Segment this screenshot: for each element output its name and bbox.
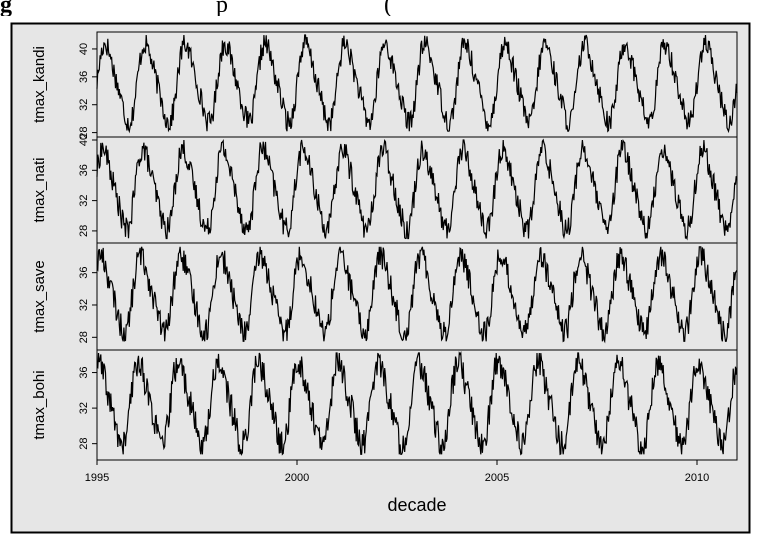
y-tick-label: 28	[78, 331, 90, 343]
x-axis-label: decade	[387, 495, 446, 515]
x-tick-label: 1995	[85, 472, 109, 484]
y-tick-label: 28	[78, 126, 90, 138]
series-line-tmax_kandi	[96, 34, 738, 134]
caption-rest: p (	[12, 0, 392, 16]
panel-border	[96, 349, 738, 461]
x-tick-label: 2000	[285, 472, 309, 484]
panel-tmax_kandi: 28 32 36 40 tmax_kandi	[31, 31, 738, 139]
y-tick-label: 28	[78, 438, 90, 450]
series-line-tmax_nati	[96, 138, 738, 241]
y-tick-label: 36	[78, 366, 90, 378]
panel-tmax_nati: 28 32 36 40 tmax_nati	[31, 134, 738, 244]
x-tick-label: 2010	[685, 472, 709, 484]
y-tick-label: 40	[78, 134, 90, 146]
series-line-tmax_save	[96, 246, 738, 344]
panel-tmax_save: 28 32 36 tmax_save	[31, 242, 738, 351]
y-tick-label: 28	[78, 225, 90, 237]
y-tick-label: 32	[78, 99, 90, 111]
y-tick-label: 36	[78, 164, 90, 176]
panel-tmax_bohi: 28 32 36 tmax_bohi	[31, 349, 738, 461]
caption-lead: g	[0, 0, 12, 16]
y-axis-label: tmax_kandi	[31, 46, 48, 123]
y-tick-label: 32	[78, 299, 90, 311]
y-tick-label: 40	[78, 43, 90, 55]
y-tick-label: 36	[78, 267, 90, 279]
caption-fragment: g p (	[0, 0, 757, 16]
panels-group: 28 32 36 40 tmax_kandi 28 32 36 40 tmax_nati 28 32 3…	[31, 31, 738, 461]
y-axis-label: tmax_save	[31, 260, 48, 333]
y-tick-label: 32	[78, 402, 90, 414]
series-line-tmax_bohi	[96, 350, 738, 457]
x-axis: 1995 2000 2005 2010	[85, 460, 709, 484]
x-tick-label: 2005	[485, 472, 509, 484]
y-axis-label: tmax_nati	[31, 157, 48, 222]
y-axis-label: tmax_bohi	[31, 370, 48, 439]
y-tick-label: 32	[78, 194, 90, 206]
y-tick-label: 36	[78, 71, 90, 83]
